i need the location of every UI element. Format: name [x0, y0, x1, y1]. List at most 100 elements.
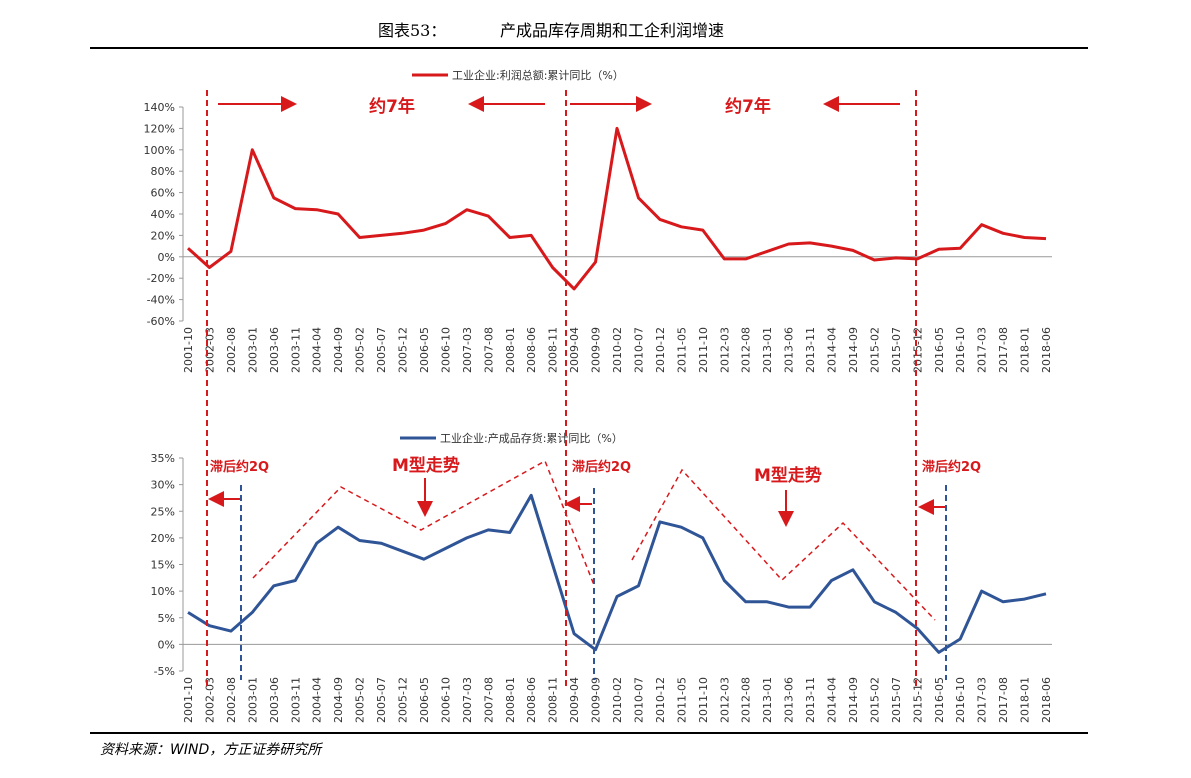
- x-tick-label: 2007-03: [461, 677, 474, 723]
- x-tick-label: 2006-10: [439, 677, 452, 723]
- x-tick-label: 2016-10: [954, 327, 967, 373]
- y-tick-label: 120%: [144, 122, 175, 135]
- x-tick-label: 2002-08: [225, 677, 238, 723]
- x-tick-label: 2018-06: [1040, 677, 1053, 723]
- x-tick-label: 2012-08: [740, 327, 753, 373]
- x-tick-label: 2003-11: [289, 677, 302, 723]
- x-tick-label: 2002-03: [203, 677, 216, 723]
- x-tick-label: 2006-10: [439, 327, 452, 373]
- x-tick-label: 2005-12: [397, 677, 410, 723]
- x-tick-label: 2010-07: [632, 327, 645, 373]
- x-tick-label: 2014-09: [847, 677, 860, 723]
- series-line: [186, 126, 1047, 291]
- y-tick-label: 20%: [151, 532, 175, 545]
- x-tick-label: 2001-10: [182, 327, 195, 373]
- x-tick-label: 2011-05: [675, 327, 688, 373]
- y-tick-label: 35%: [151, 452, 175, 465]
- x-tick-label: 2004-09: [332, 327, 345, 373]
- x-tick-label: 2017-03: [976, 677, 989, 723]
- x-tick-label: 2002-03: [203, 327, 216, 373]
- x-tick-label: 2006-05: [418, 327, 431, 373]
- x-tick-label: 2013-01: [761, 677, 774, 723]
- x-tick-label: 2004-09: [332, 677, 345, 723]
- x-tick-label: 2005-07: [375, 327, 388, 373]
- y-tick-label: -5%: [154, 665, 175, 678]
- x-tick-label: 2010-12: [654, 677, 667, 723]
- x-tick-label: 2003-01: [246, 677, 259, 723]
- source: 资料来源：WIND，方正证券研究所: [100, 742, 323, 758]
- x-tick-label: 2005-02: [354, 327, 367, 373]
- x-tick-label: 2011-10: [697, 677, 710, 723]
- x-tick-label: 2003-11: [289, 327, 302, 373]
- x-tick-label: 2015-07: [890, 677, 903, 723]
- x-tick-label: 2016-05: [933, 677, 946, 723]
- x-tick-label: 2003-06: [268, 327, 281, 373]
- x-tick-label: 2011-05: [675, 677, 688, 723]
- x-tick-label: 2001-10: [182, 677, 195, 723]
- x-tick-label: 2017-03: [976, 327, 989, 373]
- y-tick-label: 30%: [151, 479, 175, 492]
- x-tick-label: 2004-04: [311, 677, 324, 723]
- x-tick-label: 2005-02: [354, 677, 367, 723]
- x-tick-label: 2008-01: [504, 677, 517, 723]
- page-title: 产成品库存周期和工企利润增速: [500, 21, 724, 40]
- y-tick-label: 100%: [144, 144, 175, 157]
- x-tick-label: 2012-03: [718, 327, 731, 373]
- x-tick-label: 2009-09: [590, 677, 603, 723]
- y-tick-label: 140%: [144, 101, 175, 114]
- x-tick-label: 2003-01: [246, 327, 259, 373]
- annotation: 滞后约2Q: [210, 459, 269, 475]
- x-tick-label: 2007-08: [482, 327, 495, 373]
- x-tick-label: 2008-06: [525, 677, 538, 723]
- x-tick-label: 2016-10: [954, 677, 967, 723]
- x-tick-label: 2018-01: [1019, 327, 1032, 373]
- x-tick-label: 2004-04: [311, 327, 324, 373]
- x-tick-label: 2005-07: [375, 677, 388, 723]
- x-tick-label: 2013-06: [783, 327, 796, 373]
- x-tick-label: 2010-02: [611, 327, 624, 373]
- x-tick-label: 2015-07: [890, 327, 903, 373]
- x-tick-label: 2007-08: [482, 677, 495, 723]
- y-tick-label: -40%: [147, 294, 175, 307]
- x-tick-label: 2013-11: [804, 677, 817, 723]
- series-line: [187, 493, 1047, 654]
- figure-label: 图表53：: [378, 21, 446, 40]
- annotation: 约7年: [369, 96, 415, 117]
- x-tick-label: 2010-12: [654, 327, 667, 373]
- x-tick-label: 2013-11: [804, 327, 817, 373]
- x-tick-label: 2009-04: [568, 677, 581, 723]
- x-tick-label: 2012-03: [718, 677, 731, 723]
- x-tick-label: 2015-12: [911, 677, 924, 723]
- y-tick-label: 0%: [158, 251, 175, 264]
- x-tick-label: 2014-04: [826, 327, 839, 373]
- x-tick-label: 2014-09: [847, 327, 860, 373]
- trend-line: [252, 459, 595, 586]
- annotation: M型走势: [754, 465, 822, 486]
- x-tick-label: 2017-08: [997, 677, 1010, 723]
- y-tick-label: 5%: [158, 612, 175, 625]
- x-tick-label: 2018-06: [1040, 327, 1053, 373]
- annotation: 约7年: [725, 96, 771, 117]
- x-tick-label: 2013-06: [783, 677, 796, 723]
- y-tick-label: 40%: [151, 208, 175, 221]
- x-tick-label: 2008-11: [547, 327, 560, 373]
- x-tick-label: 2015-02: [868, 327, 881, 373]
- y-tick-label: 0%: [158, 638, 175, 651]
- x-tick-label: 2011-10: [697, 327, 710, 373]
- annotation: 滞后约2Q: [572, 459, 631, 475]
- y-tick-label: -20%: [147, 272, 175, 285]
- x-tick-label: 2008-06: [525, 327, 538, 373]
- legend-label: 工业企业:利润总额:累计同比（%）: [452, 68, 624, 82]
- y-tick-label: 10%: [151, 585, 175, 598]
- x-tick-label: 2015-02: [868, 677, 881, 723]
- x-tick-label: 2014-04: [826, 677, 839, 723]
- y-tick-label: 20%: [151, 229, 175, 242]
- y-tick-label: 25%: [151, 505, 175, 518]
- x-tick-label: 2016-05: [933, 327, 946, 373]
- legend-label: 工业企业:产成品存货:累计同比（%）: [440, 431, 623, 445]
- x-tick-label: 2002-08: [225, 327, 238, 373]
- y-tick-label: -60%: [147, 315, 175, 328]
- x-tick-label: 2005-12: [397, 327, 410, 373]
- x-tick-label: 2017-08: [997, 327, 1010, 373]
